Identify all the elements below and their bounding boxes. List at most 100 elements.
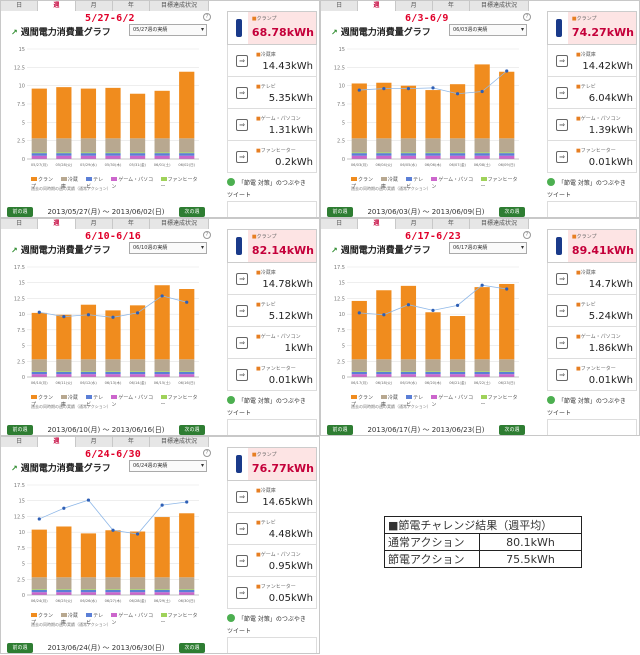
help-icon[interactable]: ? <box>203 231 211 239</box>
tab-year[interactable]: 年 <box>112 1 150 11</box>
tab-year[interactable]: 年 <box>432 1 470 11</box>
tab-goal[interactable]: 目標達成状況 <box>470 1 529 11</box>
next-week-button[interactable]: 次の週 <box>178 207 205 217</box>
legend-label: テレビ <box>406 176 424 190</box>
x-tick-label: 06/14(金) <box>129 380 146 385</box>
bar-segment <box>31 359 47 372</box>
bar-segment <box>449 374 466 377</box>
tweet-feed[interactable] <box>547 419 637 435</box>
legend-label: 冷蔵庫 <box>380 176 398 190</box>
total-usage-value: 74.27kWh <box>571 26 634 39</box>
bar-segment <box>80 155 97 159</box>
week-select[interactable]: 06/03週の実績 <box>449 24 527 36</box>
bar-segment <box>129 577 146 590</box>
total-usage-text: クランプ 82.14kWh <box>247 230 316 262</box>
tweet-feed[interactable] <box>227 637 317 653</box>
help-icon[interactable]: ? <box>523 13 531 21</box>
device-label: ファンヒーター <box>256 147 313 154</box>
week-select[interactable]: 06/10週の実績 <box>129 242 207 254</box>
legend-label: クランプ <box>31 612 54 626</box>
line-point <box>357 311 361 315</box>
line-point <box>480 89 484 94</box>
line-point <box>455 92 460 96</box>
next-week-button[interactable]: 次の週 <box>178 643 205 653</box>
pc-icon: ⇒ <box>556 118 568 131</box>
week-select[interactable]: 05/27週の実績 <box>129 24 207 36</box>
tweet-feed[interactable] <box>547 201 637 217</box>
tab-month[interactable]: 月 <box>75 437 113 447</box>
help-icon[interactable]: ? <box>203 13 211 21</box>
total-usage-card: クランプ 76.77kWh <box>227 447 317 481</box>
device-card-fridge: ⇒ 冷蔵庫 14.43kWh <box>227 45 317 77</box>
line-point <box>185 300 189 304</box>
prev-week-button[interactable]: 前の週 <box>7 207 33 217</box>
tab-goal[interactable]: 目標達成状況 <box>150 1 209 11</box>
week-select[interactable]: 06/24週の実績 <box>129 460 207 472</box>
help-icon[interactable]: ? <box>523 231 531 239</box>
tab-year[interactable]: 年 <box>112 219 150 229</box>
pc-icon: ⇒ <box>236 554 248 567</box>
line-point <box>111 315 115 319</box>
legend-swatch <box>60 176 67 181</box>
tab-week[interactable]: 週 <box>358 1 396 11</box>
next-week-button[interactable]: 次の週 <box>178 425 205 435</box>
bar-segment <box>31 592 47 595</box>
bar-segment <box>129 153 146 156</box>
tweet-header: 「節電 対策」のつぶやき <box>547 394 637 406</box>
tab-week[interactable]: 週 <box>358 219 396 229</box>
prev-week-button[interactable]: 前の週 <box>327 207 353 217</box>
next-week-button[interactable]: 次の週 <box>498 207 525 217</box>
device-text: 冷蔵庫 14.65kWh <box>254 485 316 508</box>
tab-day[interactable]: 日 <box>321 1 359 11</box>
tab-day[interactable]: 日 <box>1 219 39 229</box>
bar <box>129 531 146 578</box>
tweet-feed[interactable] <box>227 201 317 217</box>
tab-goal[interactable]: 目標達成状況 <box>150 437 209 447</box>
tv-icon: ⇒ <box>556 86 568 99</box>
help-icon[interactable]: ? <box>203 449 211 457</box>
bar-segment <box>351 371 367 375</box>
legend-label: ゲーム・パソコン <box>431 394 474 408</box>
tab-year[interactable]: 年 <box>112 437 150 447</box>
prev-week-button[interactable]: 前の週 <box>7 425 33 435</box>
tab-day[interactable]: 日 <box>1 1 39 11</box>
line-point <box>62 506 66 510</box>
legend-swatch <box>111 394 118 399</box>
tab-week[interactable]: 週 <box>38 219 76 229</box>
bar-segment <box>179 359 195 372</box>
prev-week-button[interactable]: 前の週 <box>7 643 33 653</box>
tab-week[interactable]: 週 <box>38 437 76 447</box>
total-usage-value: 68.78kWh <box>251 26 314 39</box>
legend-swatch <box>86 176 93 181</box>
tab-day[interactable]: 日 <box>1 437 39 447</box>
period-tabs: 日週月年目標達成状況 <box>1 219 209 229</box>
legend-item: ファンヒーター <box>160 176 202 190</box>
legend-swatch <box>111 612 118 617</box>
legend-item: ファンヒーター <box>160 394 202 408</box>
legend-label: ゲーム・パソコン <box>111 176 154 190</box>
tweet-feed[interactable] <box>227 419 317 435</box>
tab-month[interactable]: 月 <box>395 219 433 229</box>
bar-segment <box>351 152 367 154</box>
legend-label: テレビ <box>406 394 424 408</box>
week-select[interactable]: 06/17週の実績 <box>449 242 527 254</box>
prev-week-button[interactable]: 前の週 <box>327 425 353 435</box>
x-tick-label: 06/29(土) <box>154 598 171 603</box>
tab-month[interactable]: 月 <box>75 1 113 11</box>
device-label: 冷蔵庫 <box>256 269 313 276</box>
week-range-annotation: 6/24-6/30 <box>85 449 141 460</box>
tab-month[interactable]: 月 <box>395 1 433 11</box>
line-point <box>135 311 140 315</box>
tab-week[interactable]: 週 <box>38 1 76 11</box>
tab-month[interactable]: 月 <box>75 219 113 229</box>
tab-day[interactable]: 日 <box>321 219 359 229</box>
tab-year[interactable]: 年 <box>432 219 470 229</box>
tab-goal[interactable]: 目標達成状況 <box>150 219 209 229</box>
tab-goal[interactable]: 目標達成状況 <box>470 219 529 229</box>
legend-swatch <box>351 176 357 181</box>
next-week-button[interactable]: 次の週 <box>498 425 525 435</box>
legend-label: 冷蔵庫 <box>60 612 78 626</box>
device-card-tv: ⇒ テレビ 5.12kWh <box>227 295 317 327</box>
legend-item: テレビ <box>86 612 107 626</box>
